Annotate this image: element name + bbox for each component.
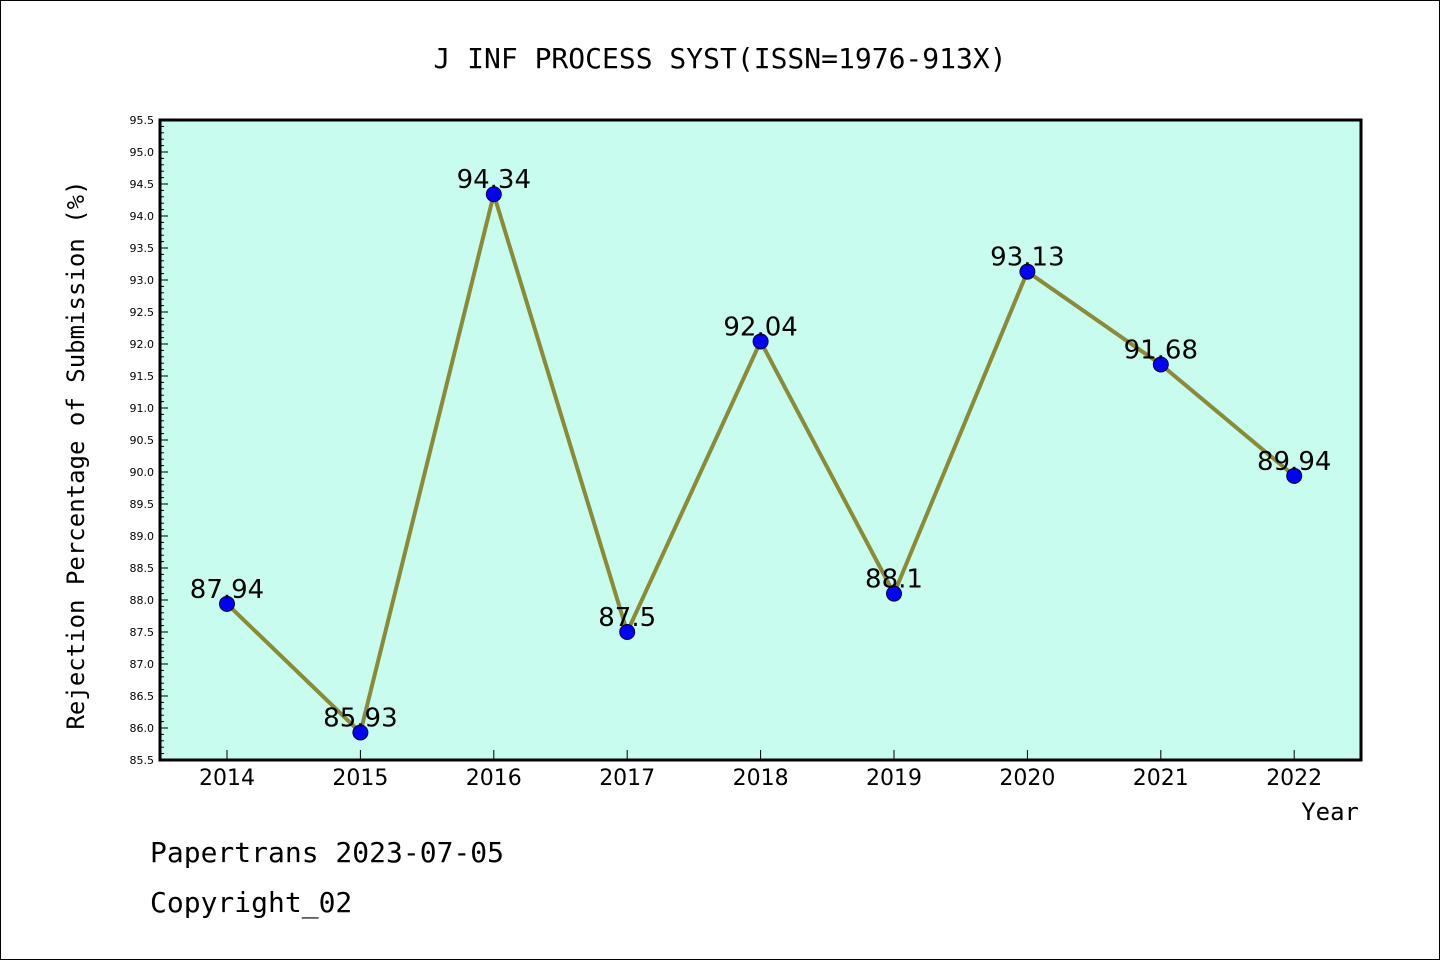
- data-point: [886, 585, 902, 602]
- y-tick-label: 92.0: [130, 338, 155, 351]
- x-axis-ticks: 2014 2015 2016 2017 2018 2019 2020 2021 2022: [199, 750, 1322, 791]
- y-tick-label: 95.5: [130, 114, 155, 127]
- footer-copyright-text: Copyright_02: [150, 886, 353, 919]
- x-tick-label: 2014: [199, 766, 255, 791]
- y-tick-label: 86.5: [130, 690, 155, 703]
- data-point: [619, 624, 636, 640]
- x-tick-label: 2018: [733, 766, 789, 791]
- data-point: [352, 724, 369, 741]
- y-axis-ticks: 85.5 86.0 86.5 87.0 87.5 88.0 88.5 89.0 89.5 90.0…: [130, 114, 168, 767]
- data-label: 87.94: [190, 575, 264, 605]
- data-point: [1286, 467, 1303, 484]
- data-point: [752, 333, 769, 350]
- y-tick-label: 88.5: [130, 562, 155, 575]
- y-tick-label: 88.0: [130, 594, 155, 607]
- y-tick-label: 92.5: [130, 306, 155, 319]
- y-tick-label: 94.0: [130, 210, 155, 223]
- x-tick-label: 2015: [332, 766, 388, 791]
- y-tick-label: 93.0: [130, 274, 155, 287]
- data-label: 89.94: [1257, 447, 1331, 477]
- y-axis-label: Rejection Percentage of Submission (%): [62, 180, 90, 729]
- chart-title: J INF PROCESS SYST(ISSN=1976-913X): [433, 42, 1006, 75]
- y-tick-label: 87.5: [130, 626, 155, 639]
- data-label-group: 87.94 85.93 94.34 87.5 92.04 88.1 93.13 91.68 89…: [190, 165, 1332, 733]
- data-point: [1152, 356, 1169, 373]
- footer-date-text: Papertrans 2023-07-05: [150, 836, 505, 869]
- data-label: 91.68: [1124, 335, 1198, 365]
- x-tick-label: 2022: [1266, 766, 1322, 791]
- data-label: 93.13: [990, 243, 1064, 273]
- data-point: [1019, 263, 1036, 280]
- y-tick-label: 85.5: [130, 754, 155, 767]
- x-axis-label: Year: [1301, 798, 1359, 826]
- y-tick-label: 95.0: [130, 146, 155, 159]
- data-point: [485, 186, 502, 203]
- marker-group: [219, 186, 1303, 741]
- y-tick-label: 90.0: [130, 466, 155, 479]
- x-tick-label: 2016: [466, 766, 522, 791]
- y-tick-label: 86.0: [130, 722, 155, 735]
- y-tick-label: 93.5: [130, 242, 155, 255]
- data-label: 92.04: [723, 312, 797, 342]
- data-label: 87.5: [598, 603, 656, 633]
- y-tick-label: 91.5: [130, 370, 155, 383]
- data-point: [219, 595, 235, 612]
- x-tick-label: 2017: [599, 766, 655, 791]
- data-label: 85.93: [323, 703, 397, 733]
- data-label: 88.1: [865, 565, 923, 595]
- data-label: 94.34: [457, 165, 531, 195]
- plot-border: [158, 118, 1363, 762]
- y-tick-label: 89.5: [130, 498, 155, 511]
- plot-area: [160, 120, 1361, 760]
- x-tick-label: 2020: [999, 766, 1055, 791]
- y-tick-label: 89.0: [130, 530, 155, 543]
- y-tick-label: 91.0: [130, 402, 155, 415]
- x-tick-label: 2019: [866, 766, 922, 791]
- y-tick-label: 87.0: [130, 658, 155, 671]
- x-tick-label: 2021: [1133, 766, 1189, 791]
- y-tick-label: 94.5: [130, 178, 155, 191]
- y-tick-label: 90.5: [130, 434, 155, 447]
